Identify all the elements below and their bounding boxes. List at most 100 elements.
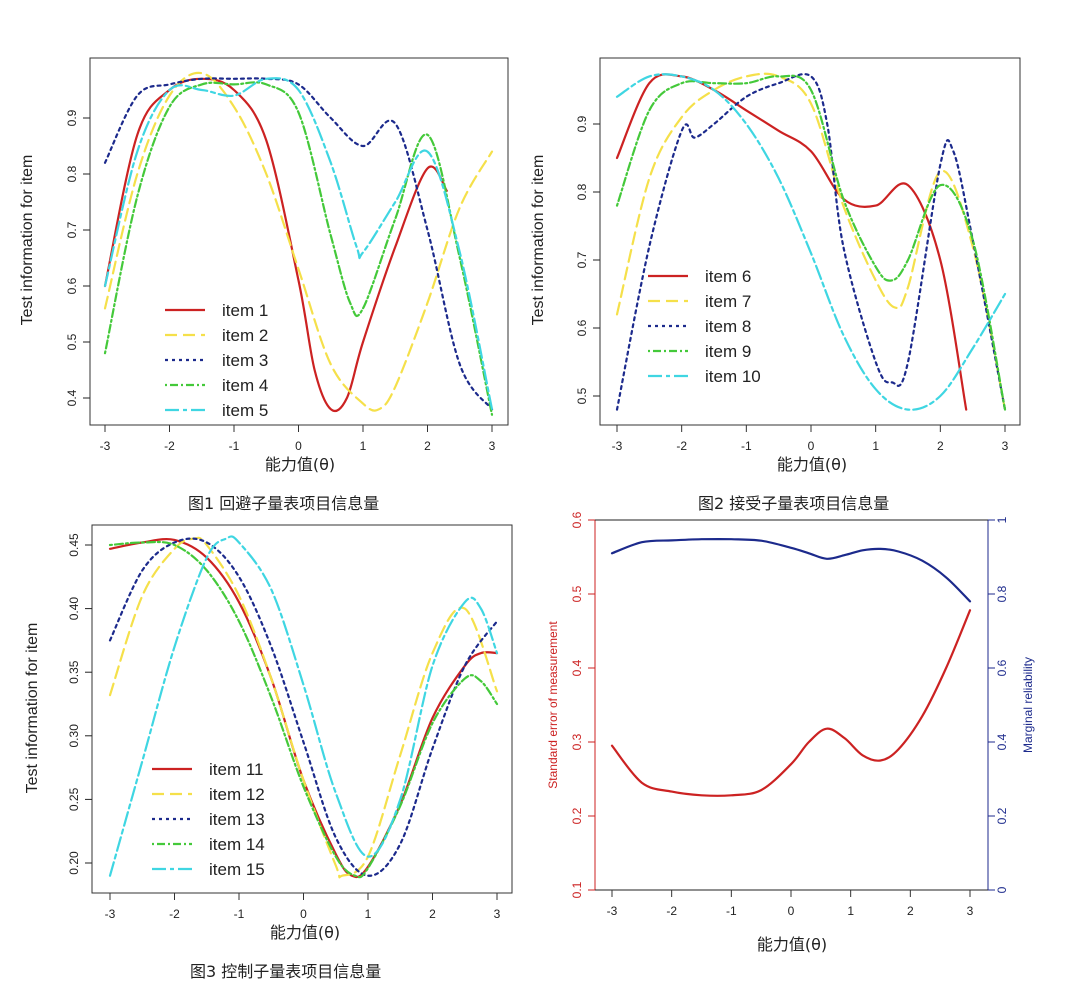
y-tick-label: 0.9 xyxy=(575,115,589,132)
caption-fig1: 图1 回避子量表项目信息量 xyxy=(188,494,380,513)
x-axis-title: 能力值(θ) xyxy=(265,455,335,474)
chart-fig4: -3 -2 -1 0 1 2 3 0.1 0.2 0.3 0.4 0.5 0.6 0 0.2 0.4 0.6 0.… xyxy=(546,511,1035,954)
x-tick-label: -1 xyxy=(741,439,752,453)
x-tick-label: 0 xyxy=(295,439,302,453)
y-tick-label: 0.6 xyxy=(575,319,589,336)
series-line-item-10 xyxy=(615,73,1007,411)
series-line-item-1 xyxy=(103,77,448,413)
x-tick-label: 2 xyxy=(907,904,914,918)
x-tick-label: 0 xyxy=(300,907,307,921)
series-line-item-2 xyxy=(103,71,494,412)
y-tick-label: 0.35 xyxy=(67,660,81,684)
x-tick-label: -3 xyxy=(105,907,116,921)
x-tick-label: -2 xyxy=(676,439,687,453)
y-tick-label: 0.4 xyxy=(65,389,79,406)
y-tick-label: 0.5 xyxy=(65,333,79,350)
y-tick-label: 0.8 xyxy=(65,165,79,182)
chart-fig1: -3 -2 -1 0 1 2 3 0.4 0.5 0.6 0.7 0.8 0.9 能力值(θ) Test i… xyxy=(19,57,509,474)
y-tick-label: 0.3 xyxy=(570,733,584,750)
y-tick-label: 0.45 xyxy=(67,533,81,557)
caption-fig2: 图2 接受子量表项目信息量 xyxy=(698,494,890,513)
y-tick-label: 0.8 xyxy=(575,183,589,200)
y-right-tick-label: 0.6 xyxy=(995,659,1009,676)
x-tick-label: 0 xyxy=(788,904,795,918)
x-tick-label: 3 xyxy=(1002,439,1009,453)
x-tick-label: -2 xyxy=(169,907,180,921)
series-line-item-8 xyxy=(615,73,1007,411)
y-tick-label: 0.5 xyxy=(575,387,589,404)
series-line-item-5 xyxy=(103,77,494,411)
x-tick-label: 1 xyxy=(360,439,367,453)
y-right-axis-title: Marginal reliability xyxy=(1021,657,1035,753)
x-tick-label: -2 xyxy=(164,439,175,453)
y-axis-title: Standard error of measurement xyxy=(546,621,560,789)
y-tick-label: 0.4 xyxy=(570,659,584,676)
plot-frame xyxy=(91,524,513,894)
series-line-item-12 xyxy=(108,536,499,879)
x-tick-label: 1 xyxy=(872,439,879,453)
y-right-tick-label: 0 xyxy=(995,886,1009,893)
legend-label: item 14 xyxy=(209,835,265,854)
y-tick-label: 0.30 xyxy=(67,724,81,748)
legend-label: item 12 xyxy=(209,785,265,804)
x-axis-title: 能力值(θ) xyxy=(777,455,847,474)
y-axis-title: Test information for item xyxy=(19,155,36,326)
x-tick-label: -1 xyxy=(726,904,737,918)
legend-label: item 1 xyxy=(222,301,268,320)
y-tick-label: 0.25 xyxy=(67,787,81,811)
y-tick-label: 0.40 xyxy=(67,597,81,621)
series-line-item-13 xyxy=(108,537,499,877)
y-axis-title: Test information for item xyxy=(24,623,41,794)
x-tick-label: -3 xyxy=(100,439,111,453)
caption-fig3: 图3 控制子量表项目信息量 xyxy=(190,962,382,981)
x-tick-label: 3 xyxy=(489,439,496,453)
y-tick-label: 0.6 xyxy=(65,277,79,294)
series-line-item-7 xyxy=(615,72,1007,411)
legend-label: item 5 xyxy=(222,401,268,420)
y-tick-label: 0.1 xyxy=(570,881,584,898)
legend-label: item 3 xyxy=(222,351,268,370)
x-tick-label: -1 xyxy=(229,439,240,453)
series-line-item-6 xyxy=(615,73,968,411)
x-tick-label: 1 xyxy=(847,904,854,918)
plot-frame xyxy=(599,57,1021,426)
y-tick-label: 0.7 xyxy=(65,221,79,238)
x-tick-label: 3 xyxy=(967,904,974,918)
series-line-standard-error-of-measurement xyxy=(610,609,972,797)
y-right-tick-label: 1 xyxy=(995,516,1009,523)
x-tick-label: 2 xyxy=(424,439,431,453)
legend-label: item 13 xyxy=(209,810,265,829)
legend-label: item 8 xyxy=(705,317,751,336)
x-tick-label: 1 xyxy=(365,907,372,921)
y-right-tick-label: 0.2 xyxy=(995,807,1009,824)
x-axis-title: 能力值(θ) xyxy=(757,935,827,954)
legend-label: item 9 xyxy=(705,342,751,361)
y-right-tick-label: 0.8 xyxy=(995,585,1009,602)
legend-label: item 11 xyxy=(209,760,264,779)
x-tick-label: -2 xyxy=(666,904,677,918)
chart-fig2: -3 -2 -1 0 1 2 3 0.5 0.6 0.7 0.8 0.9 能力值(θ) Test info… xyxy=(530,57,1021,474)
series-line-item-4 xyxy=(103,81,494,416)
legend-label: item 4 xyxy=(222,376,268,395)
x-axis-title: 能力值(θ) xyxy=(270,923,340,942)
x-tick-label: -1 xyxy=(234,907,245,921)
y-tick-label: 0.6 xyxy=(570,511,584,528)
legend-label: item 15 xyxy=(209,860,265,879)
y-axis-title: Test information for item xyxy=(530,155,547,326)
series-line-item-3 xyxy=(103,77,494,411)
y-tick-label: 0.20 xyxy=(67,851,81,875)
x-tick-label: -3 xyxy=(607,904,618,918)
legend-label: item 2 xyxy=(222,326,268,345)
x-tick-label: 2 xyxy=(429,907,436,921)
series-line-item-14 xyxy=(108,540,499,879)
y-right-tick-label: 0.4 xyxy=(995,733,1009,750)
y-tick-label: 0.7 xyxy=(575,251,589,268)
chart-fig3: -3 -2 -1 0 1 2 3 0.20 0.25 0.30 0.35 0.40 0.45 能力值(θ)… xyxy=(24,524,513,942)
y-tick-label: 0.9 xyxy=(65,109,79,126)
y-tick-label: 0.2 xyxy=(570,807,584,824)
x-tick-label: 3 xyxy=(494,907,501,921)
legend-label: item 10 xyxy=(705,367,761,386)
series-line-item-11 xyxy=(108,537,499,879)
legend-label: item 7 xyxy=(705,292,751,311)
